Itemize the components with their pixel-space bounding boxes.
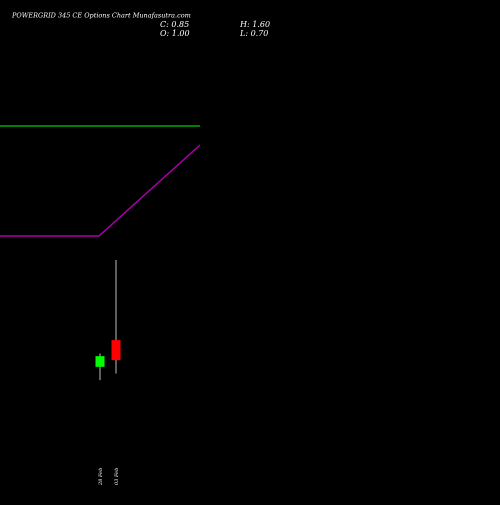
candle-body — [95, 356, 105, 367]
x-tick-labels: 28 Feb 03 Feb — [98, 468, 120, 486]
close-value: C: 0.85 — [160, 20, 189, 29]
chart-title: POWERGRID 345 CE Options Chart Munafasut… — [11, 12, 191, 20]
open-value: O: 1.00 — [160, 29, 190, 38]
low-value: L: 0.70 — [239, 29, 268, 38]
high-value: H: 1.60 — [239, 20, 270, 29]
x-tick-label: 28 Feb — [98, 468, 104, 486]
candle-body — [111, 340, 121, 361]
x-tick-label: 03 Feb — [114, 468, 120, 485]
candles-group — [95, 260, 121, 381]
purple-indicator-line — [0, 144, 201, 237]
